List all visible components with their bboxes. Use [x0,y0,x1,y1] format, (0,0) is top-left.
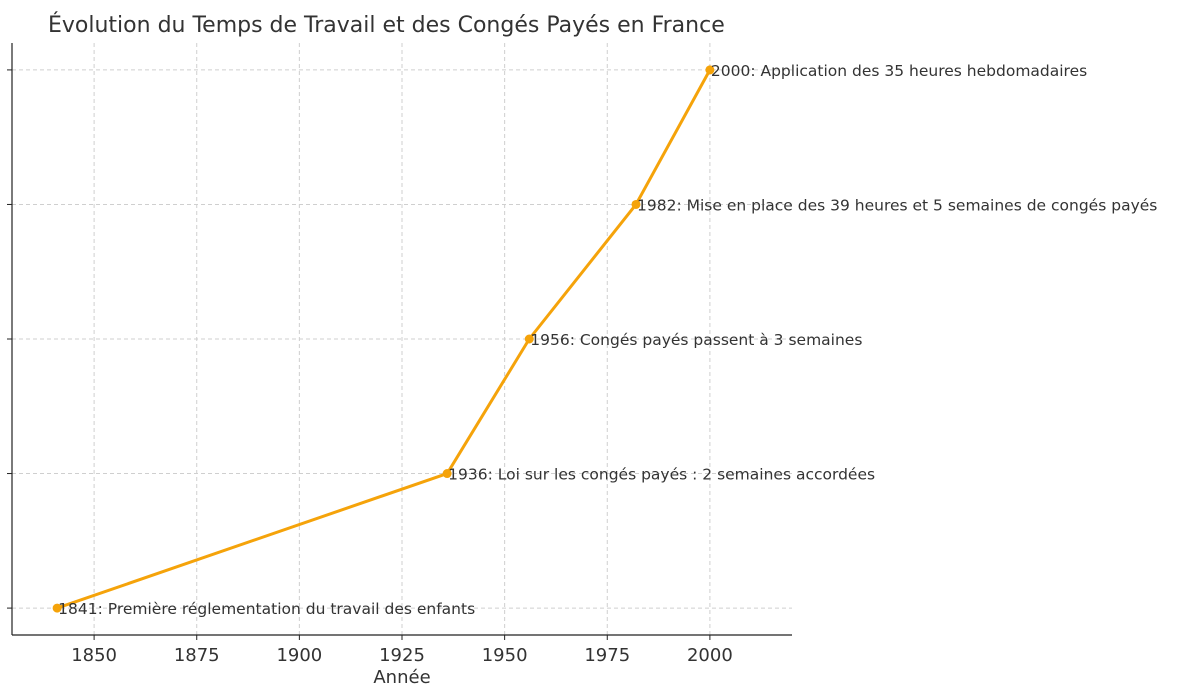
ticks: 1850 1875 1900 1925 1950 1975 2000 [7,69,733,666]
data-point [705,65,715,75]
data-point [524,334,534,344]
x-tick-label: 1975 [584,645,630,666]
data-label: 1982: Mise en place des 39 heures et 5 s… [637,196,1157,214]
data-label: 1956: Congés payés passent à 3 semaines [530,331,862,349]
data-point [442,469,452,479]
data-labels: 1841: Première réglementation du travail… [58,62,1157,618]
data-label: 1841: Première réglementation du travail… [58,600,475,618]
chart-title: Évolution du Temps de Travail et des Con… [48,12,725,38]
data-label: 2000: Application des 35 heures hebdomad… [711,62,1087,80]
data-point [52,603,62,613]
data-point [631,199,641,209]
grid [12,43,792,635]
x-tick-label: 1925 [379,645,425,666]
x-axis-title: Année [373,667,430,688]
data-label: 1936: Loi sur les congés payés : 2 semai… [448,466,875,484]
x-tick-label: 1850 [71,645,117,666]
x-tick-label: 1875 [174,645,220,666]
x-tick-label: 1900 [276,645,322,666]
series [52,65,715,613]
x-tick-label: 2000 [687,645,733,666]
x-tick-label: 1950 [482,645,528,666]
